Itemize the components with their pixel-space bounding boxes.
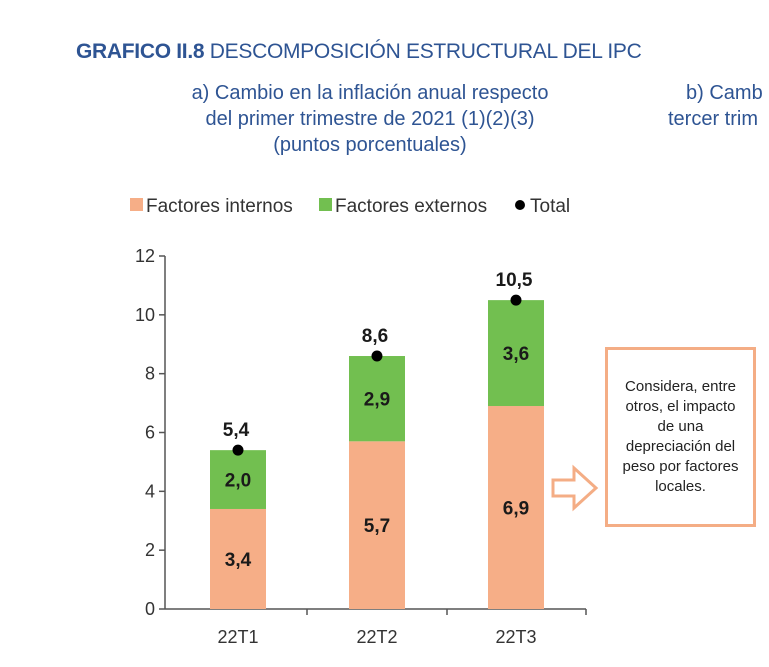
- figure-number: GRAFICO II.8: [76, 40, 205, 63]
- legend-label-1: Factores externos: [335, 196, 487, 217]
- bar-externos-22T3: [488, 300, 544, 407]
- data-label-internos-22T3: 6,9: [503, 499, 529, 520]
- data-label-externos-22T3: 3,6: [503, 344, 529, 365]
- legend-label-2: Total: [530, 196, 570, 217]
- bars: 3,4 2,0 5,4 5,7 2,9 8,6 6,9 3,6 10,5: [210, 270, 544, 609]
- total-marker-22T3: [510, 294, 522, 306]
- callout-arrow-shape: [551, 464, 599, 512]
- bar-internos-22T2: [349, 441, 405, 609]
- legend: Factores internos Factores externos Total: [130, 196, 570, 217]
- bar-internos-22T1: [210, 508, 266, 609]
- total-marker-22T1: [232, 444, 244, 456]
- panel-a-subtitle: a) Cambio en la inflación anual respecto…: [140, 80, 600, 158]
- data-label-internos-22T2: 5,7: [364, 516, 390, 537]
- panel-a-subtitle-line-2: del primer trimestre de 2021 (1)(2)(3): [205, 108, 535, 130]
- panel-b-subtitle-line-2: tercer trim: [668, 108, 758, 130]
- legend-label-0: Factores internos: [146, 196, 293, 217]
- bar-internos-22T3: [488, 406, 544, 609]
- panel-b-subtitle-line-1: b) Camb: [686, 82, 763, 104]
- total-label-22T2: 8,6: [362, 326, 388, 347]
- panel-b-subtitle: b) Camb tercer trim: [668, 80, 769, 132]
- x-tick-label-22T1: 22T1: [217, 627, 258, 647]
- total-label-22T1: 5,4: [223, 420, 250, 441]
- bar-externos-22T2: [349, 356, 405, 442]
- total-label-22T3: 10,5: [496, 270, 533, 291]
- y-tick-label-8: 8: [145, 364, 155, 384]
- y-tick-label-12: 12: [135, 246, 155, 266]
- legend-swatch-1: [319, 198, 332, 211]
- x-tick-label-22T3: 22T3: [495, 627, 536, 647]
- bar-externos-22T1: [210, 450, 266, 509]
- callout-box: Considera, entre otros, el impacto de un…: [605, 347, 756, 527]
- y-tick-label-2: 2: [145, 540, 155, 560]
- legend-marker-total: [515, 200, 525, 210]
- x-tick-label-22T2: 22T2: [356, 627, 397, 647]
- y-tick-label-4: 4: [145, 481, 155, 501]
- figure-title-text: DESCOMPOSICIÓN ESTRUCTURAL DEL IPC: [209, 40, 642, 63]
- y-tick-label-0: 0: [145, 599, 155, 619]
- total-marker-22T2: [371, 350, 383, 362]
- legend-swatch-0: [130, 198, 143, 211]
- data-label-internos-22T1: 3,4: [225, 550, 252, 571]
- callout-arrow: [551, 464, 599, 512]
- panel-a-subtitle-line-3: (puntos porcentuales): [273, 134, 467, 156]
- panel-a-subtitle-line-1: a) Cambio en la inflación anual respecto: [191, 82, 549, 104]
- data-label-externos-22T2: 2,9: [364, 390, 390, 411]
- figure-title: GRAFICO II.8 DESCOMPOSICIÓN ESTRUCTURAL …: [76, 40, 642, 64]
- y-tick-label-6: 6: [145, 423, 155, 443]
- callout-text: Considera, entre otros, el impacto de un…: [622, 378, 739, 495]
- data-label-externos-22T1: 2,0: [225, 471, 251, 492]
- y-tick-label-10: 10: [135, 305, 155, 325]
